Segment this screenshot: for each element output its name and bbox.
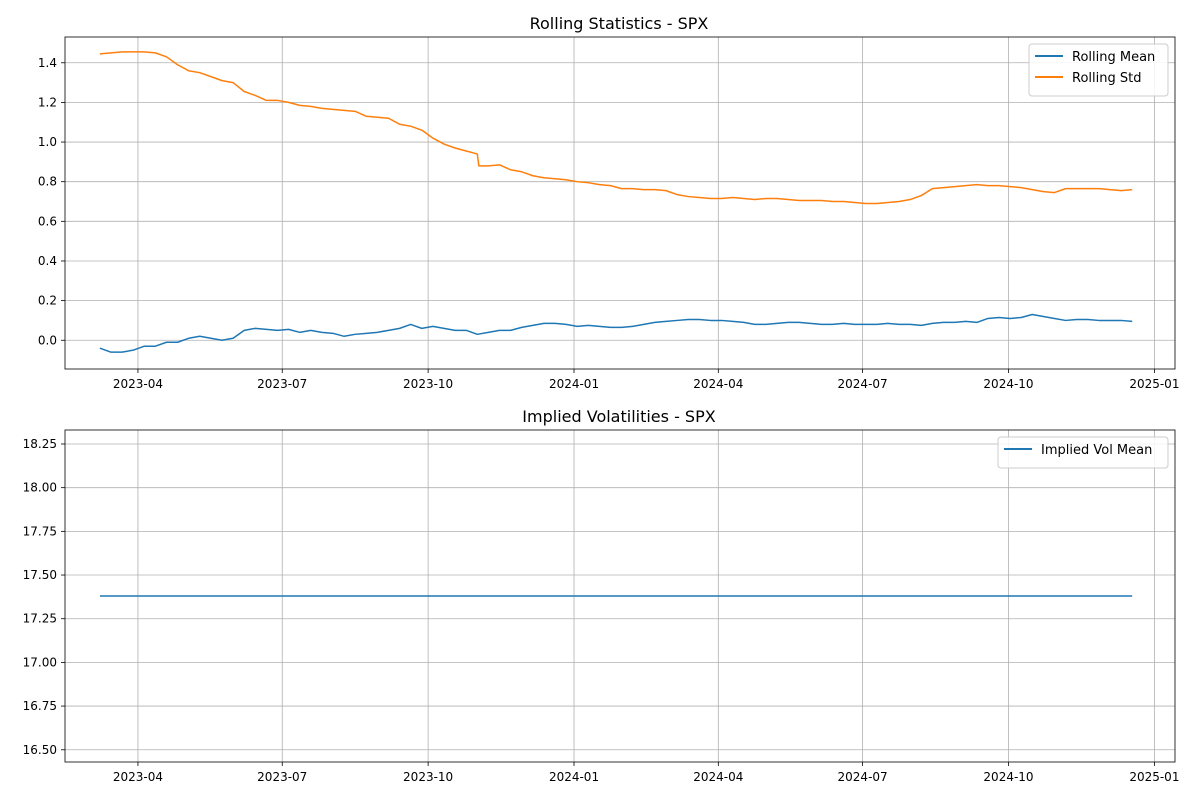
y-tick-label: 1.2: [38, 95, 57, 109]
chart-title: Rolling Statistics - SPX: [530, 14, 709, 33]
y-tick-label: 0.0: [38, 333, 57, 347]
implied-volatilities-panel: Implied Volatilities - SPX 2023-04 2023-0…: [23, 407, 1180, 784]
x-tick-label: 2024-10: [983, 770, 1033, 784]
legend-label: Implied Vol Mean: [1041, 443, 1152, 458]
x-tick-label: 2023-07: [257, 770, 307, 784]
rolling-mean-line: [99, 313, 1133, 353]
x-tick-label: 2024-10: [983, 377, 1033, 391]
rolling-std-line: [99, 51, 1133, 205]
plot-frame: [64, 36, 1176, 370]
y-tick-label: 18.00: [23, 481, 57, 495]
x-tick-label: 2023-04: [113, 377, 163, 391]
y-tick-label: 0.6: [38, 214, 57, 228]
legend-label: Rolling Std: [1072, 71, 1141, 86]
y-tick-label: 1.4: [38, 56, 57, 70]
x-tick-label: 2024-04: [693, 770, 743, 784]
legend-box: [997, 436, 1169, 469]
y-tick-label: 0.8: [38, 175, 57, 189]
x-tick-label: 2024-07: [838, 770, 888, 784]
legend: Implied Vol Mean: [997, 436, 1169, 469]
y-tick-label: 16.50: [23, 743, 57, 757]
y-tick-label: 17.00: [23, 655, 57, 669]
chart-title: Implied Volatilities - SPX: [522, 407, 715, 426]
x-tick-label: 2024-01: [549, 770, 599, 784]
legend-label: Rolling Mean: [1072, 50, 1155, 65]
y-tick-label: 0.4: [38, 254, 57, 268]
y-tick-label: 17.75: [23, 524, 57, 538]
y-tick-label: 1.0: [38, 135, 57, 149]
x-tick-label: 2024-04: [693, 377, 743, 391]
legend: Rolling Mean Rolling Std: [1028, 43, 1169, 97]
y-tick-label: 16.75: [23, 699, 57, 713]
y-tick-label: 17.50: [23, 568, 57, 582]
x-tick-label: 2023-07: [257, 377, 307, 391]
legend-box: [1028, 43, 1169, 97]
x-tick-label: 2025-01: [1129, 377, 1179, 391]
x-tick-label: 2023-04: [113, 770, 163, 784]
y-tick-label: 17.25: [23, 612, 57, 626]
x-tick-label: 2023-10: [403, 377, 453, 391]
x-tick-label: 2024-07: [838, 377, 888, 391]
y-tick-label: 18.25: [23, 437, 57, 451]
x-tick-label: 2025-01: [1129, 770, 1179, 784]
rolling-statistics-panel: Rolling Statistics - SPX 2023-04 2023-07 2…: [38, 14, 1180, 391]
x-tick-label: 2023-10: [403, 770, 453, 784]
plot-frame: [64, 429, 1176, 763]
x-tick-label: 2024-01: [549, 377, 599, 391]
y-tick-label: 0.2: [38, 294, 57, 308]
